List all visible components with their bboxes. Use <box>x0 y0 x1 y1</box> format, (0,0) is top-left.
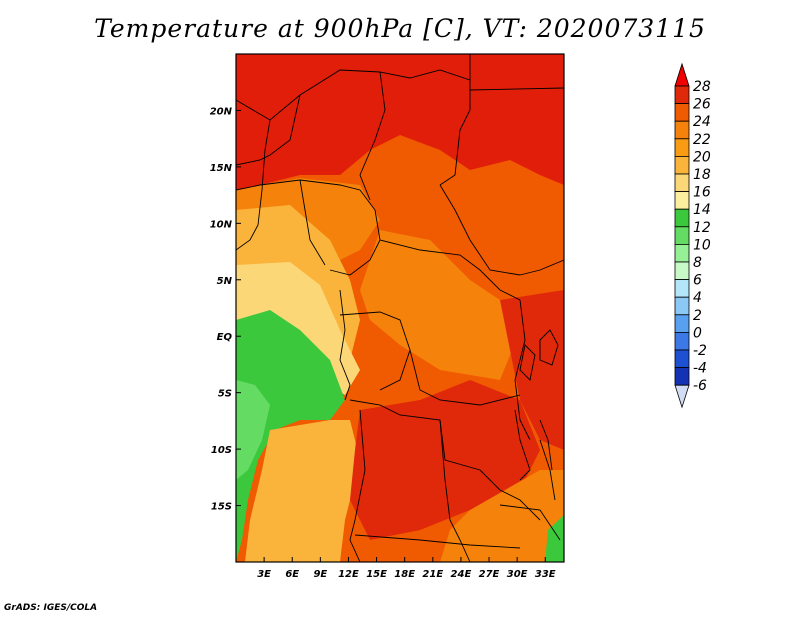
y-tick-label: 15N <box>210 163 233 174</box>
colorbar-swatch <box>674 85 690 105</box>
y-tick-label: 10S <box>211 445 232 456</box>
x-axis-ticks: 3E 6E 9E 12E 15E 18E 21E 24E 27E 30E 33E <box>257 557 556 580</box>
colorbar-swatch <box>674 120 690 140</box>
colorbar-swatch <box>674 173 690 193</box>
region-southeast-orange <box>440 470 564 562</box>
colorbar-swatch <box>674 367 690 386</box>
region-atlantic-green <box>236 310 345 562</box>
y-tick-label: EQ <box>217 332 233 343</box>
colorbar-label: 28 <box>693 79 711 95</box>
x-tick-label: 3E <box>257 569 271 580</box>
colorbar-label: 14 <box>693 202 711 218</box>
colorbar-label: 16 <box>693 185 711 201</box>
colorbar-label: 6 <box>693 273 702 289</box>
colorbar-label: 20 <box>693 149 711 165</box>
x-tick-label: 33E <box>535 569 556 580</box>
temperature-field <box>236 54 564 562</box>
region-south-ocean <box>245 420 360 562</box>
colorbar-label: 4 <box>693 290 702 306</box>
colorbar-swatch <box>674 208 690 228</box>
y-tick-label: 20N <box>210 106 233 117</box>
region-corner-green <box>545 515 564 562</box>
y-tick-label: 5S <box>218 389 232 400</box>
colorbar-label: 22 <box>693 132 711 148</box>
colorbar-swatch <box>674 349 690 369</box>
region-central-orange <box>360 230 520 380</box>
colorbar-bottom-arrow <box>674 384 690 409</box>
colorbar-swatch <box>674 103 690 122</box>
x-tick-label: 12E <box>338 569 359 580</box>
colorbar-swatch <box>674 331 690 351</box>
y-axis-ticks: 20N 15N 10N 5N EQ 5S 10S 15S <box>210 106 241 513</box>
y-tick-label: 15S <box>211 502 232 513</box>
colorbar-swatch <box>674 191 690 210</box>
colorbar-label: -6 <box>693 378 707 394</box>
colorbar-label: 0 <box>693 325 702 341</box>
x-tick-label: 6E <box>285 569 299 580</box>
colorbar-label: 26 <box>693 97 711 113</box>
colorbar-label: 12 <box>693 220 711 236</box>
colorbar-label: 10 <box>693 237 711 253</box>
y-tick-label: 5N <box>217 276 233 287</box>
x-tick-label: 24E <box>451 569 472 580</box>
colorbar-swatch <box>674 243 690 263</box>
region-atlantic-lightgreen <box>236 380 270 480</box>
colorbar-label: 18 <box>693 167 711 183</box>
colorbar-swatch <box>674 138 690 157</box>
x-tick-label: 18E <box>394 569 415 580</box>
x-tick-label: 27E <box>479 569 500 580</box>
colorbar-label: 8 <box>693 255 702 271</box>
chart-title: Temperature at 900hPa [C], VT: 202007311… <box>94 14 706 43</box>
x-tick-label: 21E <box>422 569 443 580</box>
colorbar-label: -4 <box>693 361 707 377</box>
country-borders <box>236 54 564 562</box>
colorbar-label: 24 <box>693 114 711 130</box>
colorbar-swatch <box>674 279 690 298</box>
colorbar-swatch <box>674 296 690 316</box>
colorbar-swatch <box>674 226 690 245</box>
x-tick-label: 30E <box>507 569 528 580</box>
colorbar-label: 2 <box>693 308 702 324</box>
map-frame <box>235 53 565 563</box>
colorbar-label: -2 <box>693 343 707 359</box>
colorbar-swatch <box>674 314 690 333</box>
colorbar-swatch <box>674 261 690 281</box>
region-sahara-north <box>236 54 564 190</box>
colorbar-swatch <box>674 155 690 175</box>
colorbar-top-arrow <box>674 62 690 87</box>
x-tick-label: 9E <box>313 569 327 580</box>
grads-credit: GrADS: IGES/COLA <box>4 603 98 613</box>
y-tick-label: 10N <box>210 219 233 230</box>
x-tick-label: 15E <box>366 569 387 580</box>
